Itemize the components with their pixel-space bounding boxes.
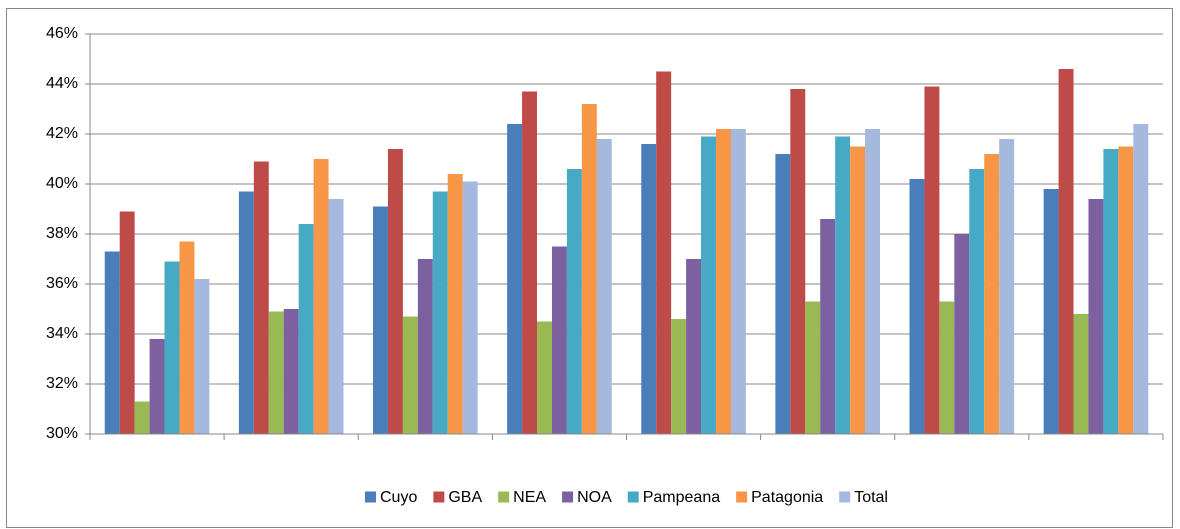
bar xyxy=(417,259,433,434)
bar xyxy=(268,311,284,434)
bar xyxy=(283,309,299,434)
bar xyxy=(537,321,552,434)
legend-swatch xyxy=(365,491,377,503)
bar xyxy=(581,104,597,434)
legend-label: Patagonia xyxy=(751,489,823,506)
bar xyxy=(447,174,463,434)
bar xyxy=(671,319,687,434)
bar xyxy=(238,191,254,434)
legend-swatch xyxy=(498,491,510,503)
bar xyxy=(313,159,329,434)
bar xyxy=(462,181,478,434)
y-tick-label: 36% xyxy=(46,275,78,292)
bar xyxy=(1133,124,1149,434)
legend-swatch xyxy=(627,491,639,503)
bar xyxy=(835,136,851,434)
bar xyxy=(119,211,135,434)
bar xyxy=(805,301,821,434)
bar xyxy=(1088,199,1104,434)
y-tick-label: 30% xyxy=(46,425,78,442)
bar xyxy=(387,149,403,434)
y-tick-label: 44% xyxy=(46,75,78,92)
bar xyxy=(194,279,210,434)
y-tick-label: 34% xyxy=(46,325,78,342)
bar xyxy=(164,261,180,434)
y-tick-label: 38% xyxy=(46,225,78,242)
bar xyxy=(1103,149,1119,434)
bar xyxy=(656,71,672,434)
legend-swatch xyxy=(839,491,851,503)
bar xyxy=(522,91,538,434)
legend-swatch xyxy=(736,491,748,503)
bar xyxy=(566,169,582,434)
bar xyxy=(1118,146,1134,434)
bar xyxy=(328,199,344,434)
bar xyxy=(730,129,746,434)
bar xyxy=(149,339,165,434)
legend-label: Pampeana xyxy=(643,489,720,506)
y-tick-label: 32% xyxy=(46,375,78,392)
y-tick-label: 46% xyxy=(46,25,78,42)
bar xyxy=(969,169,985,434)
bar xyxy=(104,251,120,434)
bar xyxy=(909,179,925,434)
y-tick-label: 40% xyxy=(46,175,78,192)
bar xyxy=(179,241,195,434)
bar xyxy=(298,224,314,434)
bar xyxy=(939,301,955,434)
bar xyxy=(432,191,448,434)
bar xyxy=(507,124,523,434)
legend-label: NEA xyxy=(513,489,546,506)
bar xyxy=(402,316,418,434)
legend-label: Cuyo xyxy=(380,489,417,506)
bar xyxy=(253,161,269,434)
bar xyxy=(865,129,880,434)
y-tick-label: 42% xyxy=(46,125,78,142)
bar xyxy=(790,89,806,434)
bar xyxy=(551,246,567,434)
bar xyxy=(999,139,1015,434)
bar xyxy=(596,139,612,434)
bar xyxy=(134,401,150,434)
bar xyxy=(984,154,1000,434)
bar xyxy=(1073,314,1089,434)
bar xyxy=(641,144,657,434)
bar xyxy=(924,86,940,434)
legend-label: GBA xyxy=(448,489,482,506)
bar xyxy=(820,219,836,434)
bar xyxy=(715,129,731,434)
bar xyxy=(1043,189,1059,434)
bar xyxy=(701,136,716,434)
bar xyxy=(373,206,388,434)
legend-label: NOA xyxy=(577,489,612,506)
bar xyxy=(954,234,970,434)
bar xyxy=(686,259,702,434)
bar xyxy=(850,146,866,434)
legend-swatch xyxy=(433,491,445,503)
bar xyxy=(775,154,791,434)
legend-label: Total xyxy=(854,489,888,506)
legend-swatch xyxy=(562,491,574,503)
bar xyxy=(1058,69,1074,434)
